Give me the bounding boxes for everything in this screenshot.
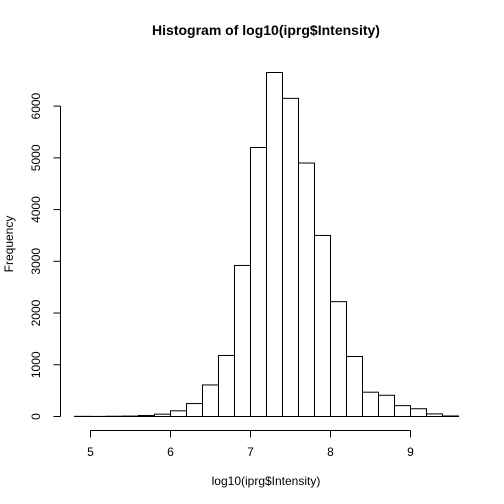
- y-tick-label: 6000: [29, 92, 43, 119]
- x-tick-label: 9: [407, 445, 414, 459]
- y-tick-label: 5000: [29, 144, 43, 171]
- x-axis-label: log10(iprg$Intensity): [212, 474, 321, 488]
- histogram-bar: [314, 234, 331, 417]
- x-axis: 5 6 7 8 9: [87, 430, 414, 459]
- x-tick-label: 5: [87, 445, 94, 459]
- histogram-bar: [282, 97, 299, 418]
- histogram-bar: [346, 355, 363, 417]
- histogram-bar: [394, 405, 411, 418]
- y-tick-label: 3000: [29, 248, 43, 275]
- bars-group: [74, 72, 459, 418]
- x-tick-label: 6: [167, 445, 174, 459]
- histogram-bar: [170, 410, 187, 417]
- histogram-bar: [186, 403, 203, 418]
- histogram-bar: [298, 162, 315, 417]
- histogram-bar: [138, 414, 155, 418]
- y-axis: 0 1000 2000 3000 4000 5000 6000: [29, 92, 61, 420]
- histogram-bar: [154, 413, 171, 418]
- y-tick-label: 0: [29, 413, 43, 420]
- histogram-bar: [250, 147, 267, 417]
- chart-title: Histogram of log10(iprg$Intensity): [152, 22, 380, 38]
- x-tick-label: 7: [247, 445, 254, 459]
- histogram-bar: [266, 72, 283, 417]
- y-tick-label: 1000: [29, 351, 43, 378]
- histogram-bar: [362, 391, 379, 418]
- histogram-bar: [426, 413, 443, 418]
- histogram-bar: [330, 301, 347, 417]
- histogram-bar: [202, 384, 219, 418]
- y-axis-label: Frequency: [2, 216, 16, 273]
- histogram-bar: [442, 415, 459, 418]
- histogram-bar: [218, 354, 235, 417]
- y-tick-label: 2000: [29, 299, 43, 326]
- histogram-bar: [378, 394, 395, 418]
- y-tick-label: 4000: [29, 196, 43, 223]
- histogram-bar: [410, 408, 427, 417]
- histogram-bar: [234, 264, 251, 418]
- x-tick-label: 8: [327, 445, 334, 459]
